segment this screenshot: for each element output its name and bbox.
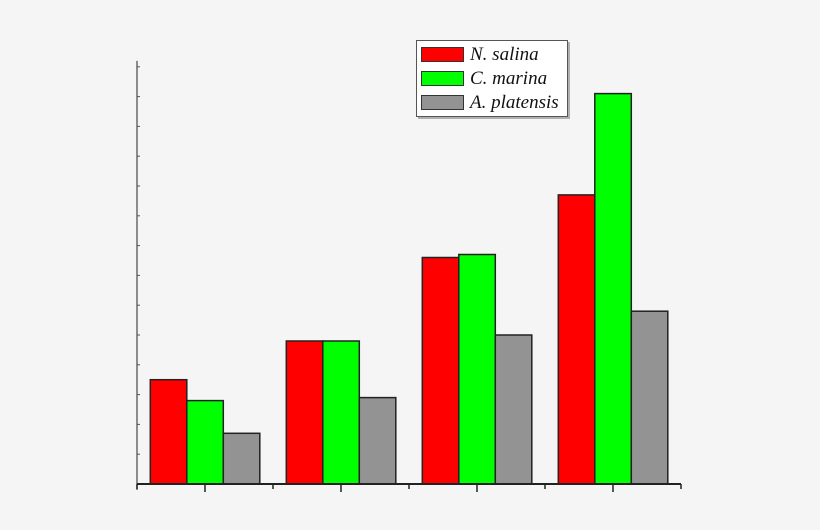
bar-n-salina-4 [557,194,596,485]
bar-c-marina-1 [186,399,225,485]
axes-layer [136,60,682,492]
legend-item-c-marina: C. marina [421,68,548,89]
chart-legend: N. salina C. marina A. platensis [416,40,568,117]
legend-label: C. marina [470,68,548,89]
bar-a-platensis-2 [358,396,397,485]
bar-c-marina-3 [458,253,497,485]
legend-swatch-red [421,47,464,62]
bars-layer [149,92,669,485]
bar-c-marina-4 [594,92,633,485]
legend-item-a-platensis: A. platensis [421,92,559,113]
bar-n-salina-3 [421,256,460,485]
bar-c-marina-2 [322,340,361,485]
legend-label: A. platensis [470,92,559,113]
bar-n-salina-2 [285,340,324,485]
legend-label: N. salina [470,44,539,65]
legend-swatch-gray [421,95,464,110]
bar-a-platensis-3 [494,334,533,485]
bar-a-platensis-1 [222,432,261,485]
legend-swatch-green [421,71,464,86]
legend-item-n-salina: N. salina [421,44,539,65]
bar-a-platensis-4 [630,310,669,485]
bar-n-salina-1 [149,378,188,485]
